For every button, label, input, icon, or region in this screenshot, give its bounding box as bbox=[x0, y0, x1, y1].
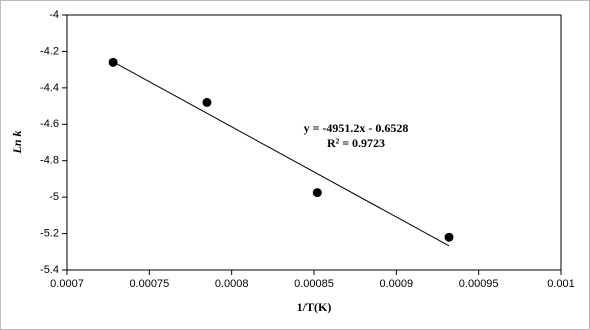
x-tick-label: 0.00075 bbox=[129, 278, 169, 290]
x-tick-label: 0.001 bbox=[547, 278, 575, 290]
y-tick-label: -4.8 bbox=[40, 155, 59, 167]
data-point bbox=[202, 97, 212, 107]
x-tick-label: 0.00095 bbox=[459, 278, 499, 290]
trendline-equation: y = -4951.2x - 0.6528 bbox=[304, 121, 409, 135]
x-axis-label: 1/T(K) bbox=[297, 300, 332, 314]
data-point bbox=[108, 57, 118, 67]
trendline-r-squared: R² = 0.9723 bbox=[327, 136, 385, 150]
y-tick-label: -4.4 bbox=[40, 82, 59, 94]
y-tick-label: -5.2 bbox=[40, 227, 59, 239]
x-tick-label: 0.0009 bbox=[380, 278, 414, 290]
x-tick-label: 0.00085 bbox=[294, 278, 334, 290]
trendline bbox=[112, 61, 450, 247]
y-tick-label: -4.2 bbox=[40, 45, 59, 57]
data-point bbox=[444, 232, 454, 242]
y-tick-label: -4.6 bbox=[40, 118, 59, 130]
x-tick-label: 0.0007 bbox=[50, 278, 84, 290]
y-tick-label: -5 bbox=[49, 191, 59, 203]
y-tick-label: -4 bbox=[49, 9, 59, 21]
data-point bbox=[312, 188, 322, 198]
y-tick-label: -5.4 bbox=[40, 264, 59, 276]
x-tick-label: 0.0008 bbox=[215, 278, 249, 290]
y-axis-label: Ln k bbox=[10, 130, 24, 154]
